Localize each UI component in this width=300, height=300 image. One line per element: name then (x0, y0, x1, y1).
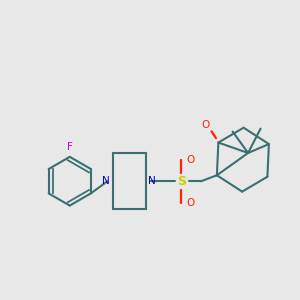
Text: F: F (67, 142, 73, 152)
Text: O: O (187, 198, 195, 208)
Text: N: N (102, 176, 110, 186)
Text: N: N (148, 176, 156, 186)
Text: S: S (177, 175, 186, 188)
Text: O: O (202, 120, 210, 130)
Text: O: O (187, 155, 195, 165)
